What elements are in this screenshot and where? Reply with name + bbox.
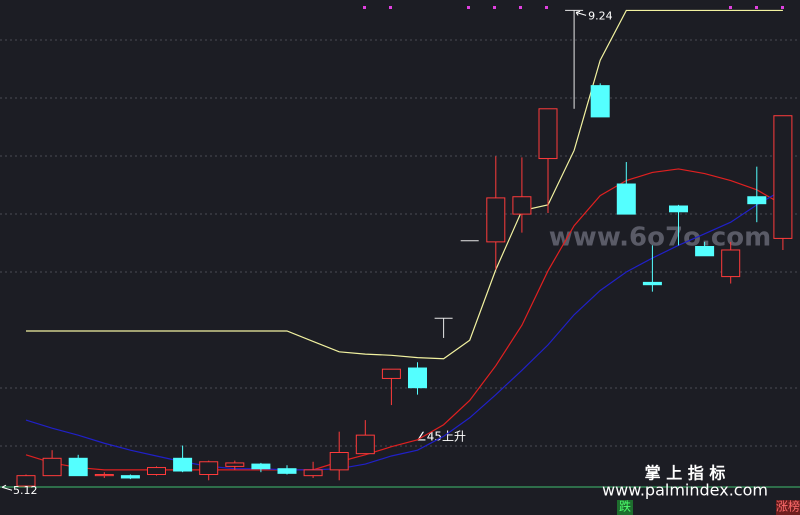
body — [68, 457, 88, 477]
body — [773, 115, 793, 239]
tab-up[interactable]: 涨榜 — [776, 499, 800, 514]
grid — [0, 39, 800, 447]
body — [486, 197, 506, 243]
body — [381, 368, 401, 379]
body — [173, 457, 193, 472]
low-label: 5.12 — [13, 484, 38, 497]
body — [42, 457, 62, 477]
tab-down[interactable]: 跌 — [619, 499, 631, 514]
indicator-line — [25, 168, 784, 471]
body — [329, 452, 349, 471]
brand: 掌 上 指 标 — [645, 464, 726, 483]
arrow — [575, 10, 587, 16]
indicator-line — [25, 189, 784, 471]
high-label: 9.24 — [588, 9, 613, 22]
body — [199, 461, 219, 475]
body — [94, 473, 114, 477]
tab-down-bg[interactable] — [617, 500, 633, 515]
body — [538, 108, 558, 160]
body — [303, 469, 323, 477]
body — [747, 196, 767, 205]
body — [147, 467, 166, 475]
body — [669, 205, 688, 213]
site: www.palmindex.com — [602, 481, 768, 500]
body — [251, 463, 271, 470]
indicator-line — [26, 9, 783, 360]
top-dots — [363, 6, 784, 9]
watermark: www.6o7o.com — [549, 223, 771, 253]
arrow — [1, 484, 13, 491]
body — [16, 475, 36, 487]
body — [721, 249, 741, 278]
body — [642, 281, 662, 286]
body — [277, 468, 297, 474]
body — [120, 475, 140, 479]
body — [225, 462, 245, 467]
body — [408, 367, 427, 389]
body — [590, 85, 610, 118]
body — [695, 246, 715, 257]
body — [355, 434, 375, 455]
tab-up-bg[interactable] — [776, 500, 800, 515]
body — [512, 196, 532, 215]
body — [616, 183, 636, 215]
